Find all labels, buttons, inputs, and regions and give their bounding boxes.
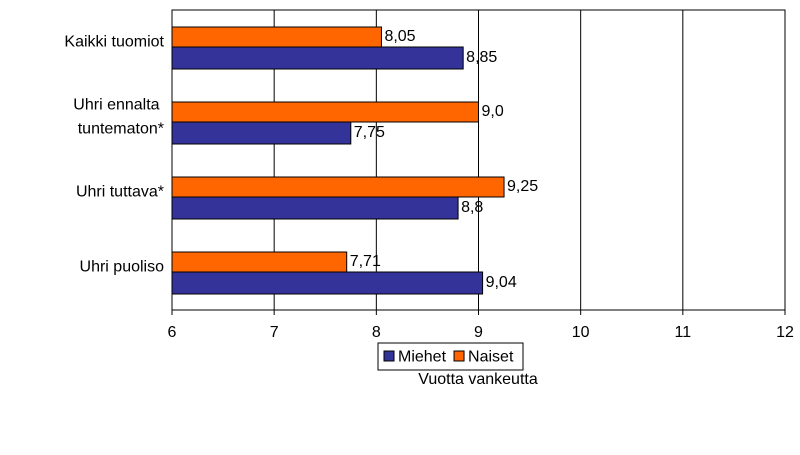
x-tick-label: 9 <box>474 324 483 341</box>
value-label: 8,85 <box>466 49 497 66</box>
y-tick-label: Uhri tuttava* <box>76 184 164 201</box>
y-tick-label: Kaikki tuomiot <box>64 34 164 51</box>
value-label: 8,8 <box>461 199 483 216</box>
x-axis-label: Vuotta vankeutta <box>418 371 538 388</box>
legend-label: Miehet <box>398 349 447 366</box>
label-line: tuntematon* <box>78 121 164 138</box>
bar <box>171 121 352 145</box>
x-tick-label: 10 <box>572 324 590 341</box>
value-label: 8,05 <box>384 28 415 45</box>
plot-area <box>171 9 786 311</box>
bar <box>171 26 382 48</box>
legend-label: Naiset <box>468 349 514 366</box>
value-label: 7,75 <box>354 124 385 141</box>
x-tick-label: 8 <box>372 324 381 341</box>
label-line: Uhri ennalta <box>73 97 164 114</box>
bar <box>171 176 505 198</box>
y-tick-label: Uhri ennalta tuntematon* <box>73 97 164 138</box>
legend-box <box>377 342 524 371</box>
bar <box>171 101 479 123</box>
value-label: 9,25 <box>507 178 538 195</box>
bar <box>171 251 348 273</box>
legend-swatch <box>383 350 395 362</box>
value-label: 9,04 <box>486 274 517 291</box>
bar <box>171 46 464 70</box>
value-label: 9,0 <box>482 103 504 120</box>
x-tick-label: 12 <box>776 324 794 341</box>
bar <box>171 271 484 295</box>
value-label: 7,71 <box>350 253 381 270</box>
bar <box>171 196 459 220</box>
x-tick-label: 6 <box>168 324 177 341</box>
y-tick-label: Uhri puoliso <box>80 259 165 276</box>
legend-swatch <box>453 350 465 362</box>
x-tick-label: 11 <box>675 324 692 341</box>
x-tick-label: 7 <box>270 324 279 341</box>
